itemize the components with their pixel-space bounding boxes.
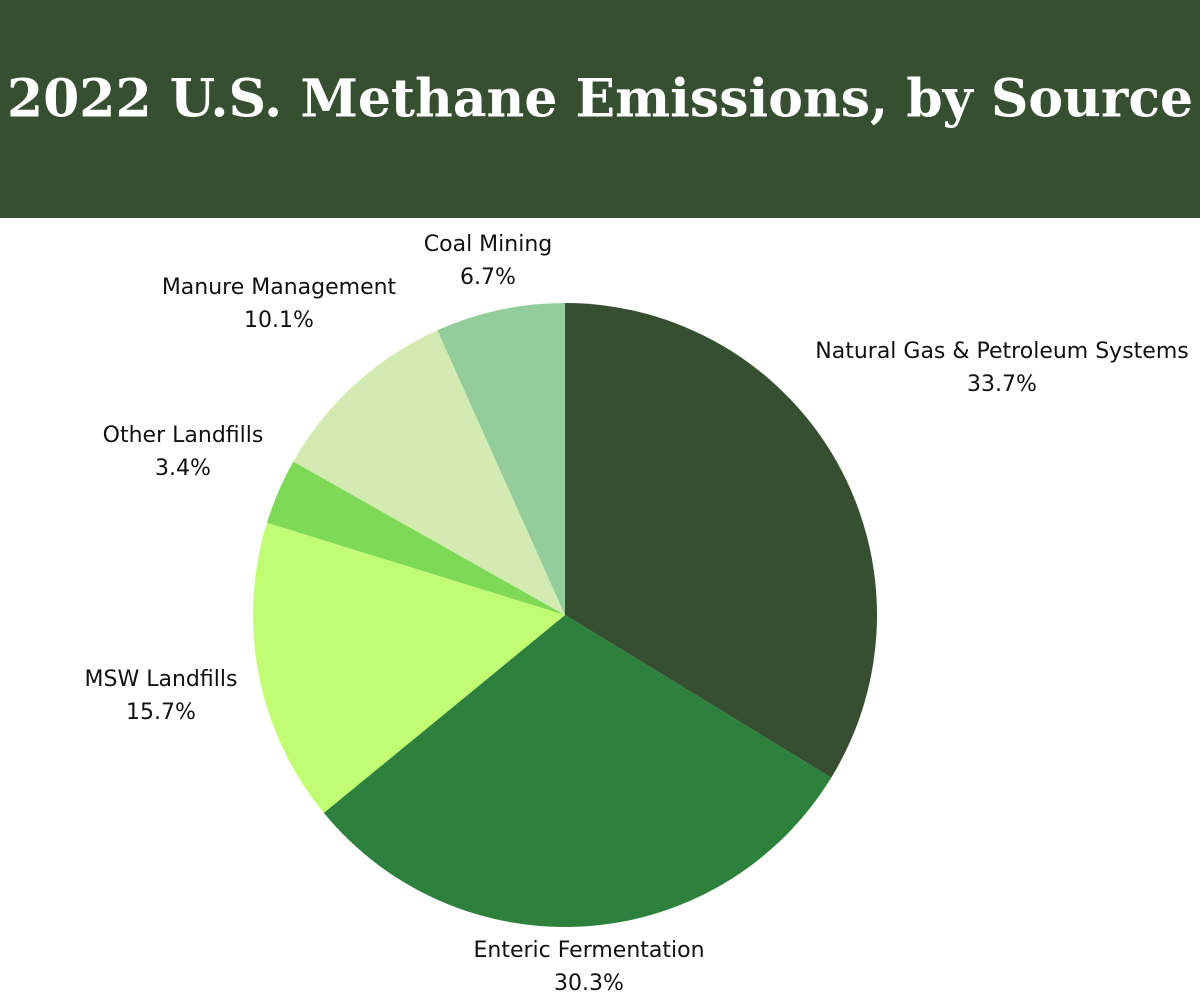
slice-label: MSW Landfills [85, 667, 238, 692]
slice-label: Coal Mining [424, 232, 552, 257]
value-label: 15.7% [126, 700, 196, 725]
value-label: 3.4% [155, 456, 211, 481]
pie-slice [565, 303, 877, 778]
pie [252, 303, 877, 927]
value-label: 6.7% [460, 265, 516, 290]
pie-slice [437, 303, 565, 615]
pie-slice [293, 330, 565, 615]
slice-label: Natural Gas & Petroleum Systems [815, 339, 1188, 364]
slice-label: Other Landfills [103, 423, 264, 448]
chart-title: 2022 U.S. Methane Emissions, by Source [7, 69, 1193, 130]
pie-slice [323, 615, 832, 927]
labels: Natural Gas & Petroleum Systems 33.7% Ente… [85, 232, 1189, 996]
pie-slice [252, 522, 565, 813]
slice-label: Manure Management [162, 275, 397, 300]
header-band [0, 0, 1200, 218]
pie-slice [266, 461, 565, 615]
value-label: 10.1% [244, 308, 314, 333]
value-label: 33.7% [967, 372, 1037, 397]
slice-label: Enteric Fermentation [473, 938, 704, 963]
value-label: 30.3% [554, 971, 624, 996]
